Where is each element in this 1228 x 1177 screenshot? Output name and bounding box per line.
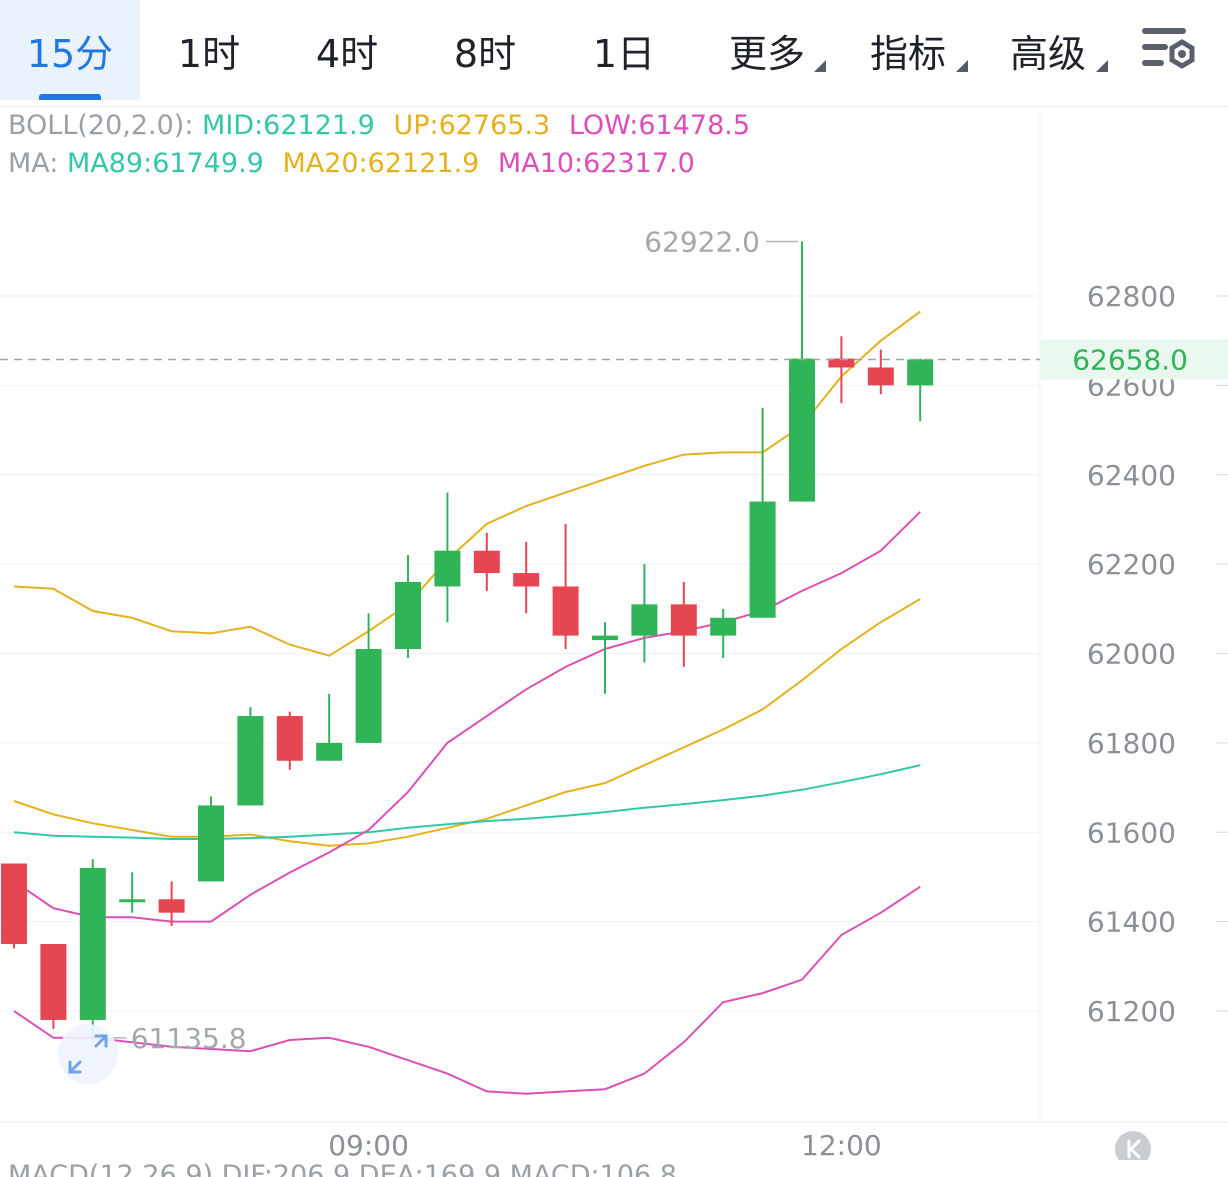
- ma89-value: MA89:61749.9: [66, 148, 264, 179]
- tab-1day[interactable]: 1日: [554, 0, 694, 100]
- timeframe-tabbar: 15分 1时 4时 8时 1日 更多 指标 高级: [0, 0, 1228, 107]
- y-tick-label: 62200: [1087, 548, 1176, 581]
- series-line-ma89: [13, 764, 921, 840]
- y-tick-label: 61400: [1087, 906, 1176, 939]
- boll-mid-value: MID:62121.9: [202, 110, 375, 141]
- current-price-badge: [1040, 339, 1228, 380]
- candle-body: [592, 635, 618, 641]
- macd-legend-strip: MACD(12,26,9) DIF:206.9 DEA:169.9 MACD:1…: [0, 1160, 1228, 1177]
- candle-body: [867, 367, 894, 386]
- candle-body: [434, 550, 461, 587]
- boll-low-value: LOW:61478.5: [568, 110, 751, 141]
- boll-up-value: UP:62765.3: [393, 110, 551, 141]
- tab-label: 4时: [315, 31, 379, 76]
- candle-body: [158, 899, 185, 913]
- tab-15min[interactable]: 15分: [0, 0, 140, 100]
- candle-body: [1, 863, 27, 944]
- ma-label: MA:: [8, 148, 59, 179]
- scroll-to-latest-glyph: [1127, 1139, 1141, 1159]
- tab-label: 15分: [26, 31, 114, 76]
- candle-body: [316, 742, 343, 761]
- tab-label: 指标: [869, 31, 946, 76]
- candle-body: [513, 573, 540, 587]
- candle-body: [119, 899, 146, 903]
- current-price-label: 62658.0: [1072, 343, 1188, 376]
- candle-body: [789, 358, 815, 502]
- tab-advanced-dropdown[interactable]: 高级: [992, 0, 1108, 100]
- series-line-mid: [13, 598, 921, 847]
- tab-label: 高级: [1009, 31, 1086, 76]
- tab-label: 1时: [177, 31, 241, 76]
- tab-indicators-dropdown[interactable]: 指标: [852, 0, 968, 100]
- series-line-up: [13, 310, 921, 657]
- series-line-low: [13, 885, 921, 1095]
- y-tick-label: 62400: [1087, 459, 1176, 492]
- candle-body: [552, 586, 579, 636]
- ma10-value: MA10:62317.0: [497, 148, 695, 179]
- candle-body: [355, 649, 382, 743]
- tab-1hour[interactable]: 1时: [140, 0, 278, 100]
- candle-body: [237, 716, 264, 806]
- candle-body: [631, 604, 658, 636]
- tab-8hour[interactable]: 8时: [416, 0, 554, 100]
- chart-settings-icon[interactable]: [1136, 22, 1202, 78]
- candle-body: [710, 617, 737, 636]
- tab-label: 更多: [728, 31, 805, 76]
- dropdown-caret-icon: [814, 60, 826, 72]
- candle-body: [670, 604, 697, 636]
- active-tab-indicator: [39, 94, 101, 100]
- macd-legend: MACD(12,26,9) DIF:206.9 DEA:169.9 MACD:1…: [8, 1160, 677, 1177]
- candle-body: [79, 868, 106, 1020]
- boll-label: BOLL(20,2.0):: [8, 110, 194, 141]
- candle-body: [198, 805, 224, 882]
- y-tick-label: 61800: [1087, 727, 1176, 760]
- tab-label: 1日: [592, 31, 656, 76]
- tab-more-dropdown[interactable]: 更多: [712, 0, 826, 100]
- ma20-value: MA20:62121.9: [282, 148, 480, 179]
- candle-body: [473, 550, 500, 574]
- candle-body: [749, 501, 776, 618]
- y-tick-label: 61200: [1087, 995, 1176, 1028]
- boll-legend: BOLL(20,2.0): MID:62121.9 UP:62765.3 LOW…: [8, 110, 760, 141]
- x-tick-label: 09:00: [328, 1129, 409, 1160]
- candle-body: [395, 582, 421, 650]
- expand-chart-icon[interactable]: [58, 1024, 118, 1084]
- candle-body: [828, 358, 855, 368]
- dropdown-caret-icon: [956, 60, 968, 72]
- high-annotation-label: 62922.0: [644, 225, 760, 258]
- y-tick-label: 61600: [1087, 816, 1176, 849]
- expand-arrows-icon: [68, 1034, 108, 1074]
- series-line-ma10: [13, 511, 921, 923]
- dropdown-caret-icon: [1096, 60, 1108, 72]
- ma-legend: MA: MA89:61749.9 MA20:62121.9 MA10:62317…: [8, 148, 705, 179]
- candle-body: [276, 716, 303, 761]
- x-tick-label: 12:00: [801, 1129, 882, 1160]
- tab-4hour[interactable]: 4时: [278, 0, 416, 100]
- y-tick-label: 62000: [1087, 638, 1176, 671]
- y-tick-label: 62800: [1087, 280, 1176, 313]
- tab-label: 8时: [453, 31, 517, 76]
- candle-body: [907, 359, 934, 386]
- candle-body: [40, 943, 67, 1020]
- low-annotation-label: 61135.8: [131, 1022, 247, 1055]
